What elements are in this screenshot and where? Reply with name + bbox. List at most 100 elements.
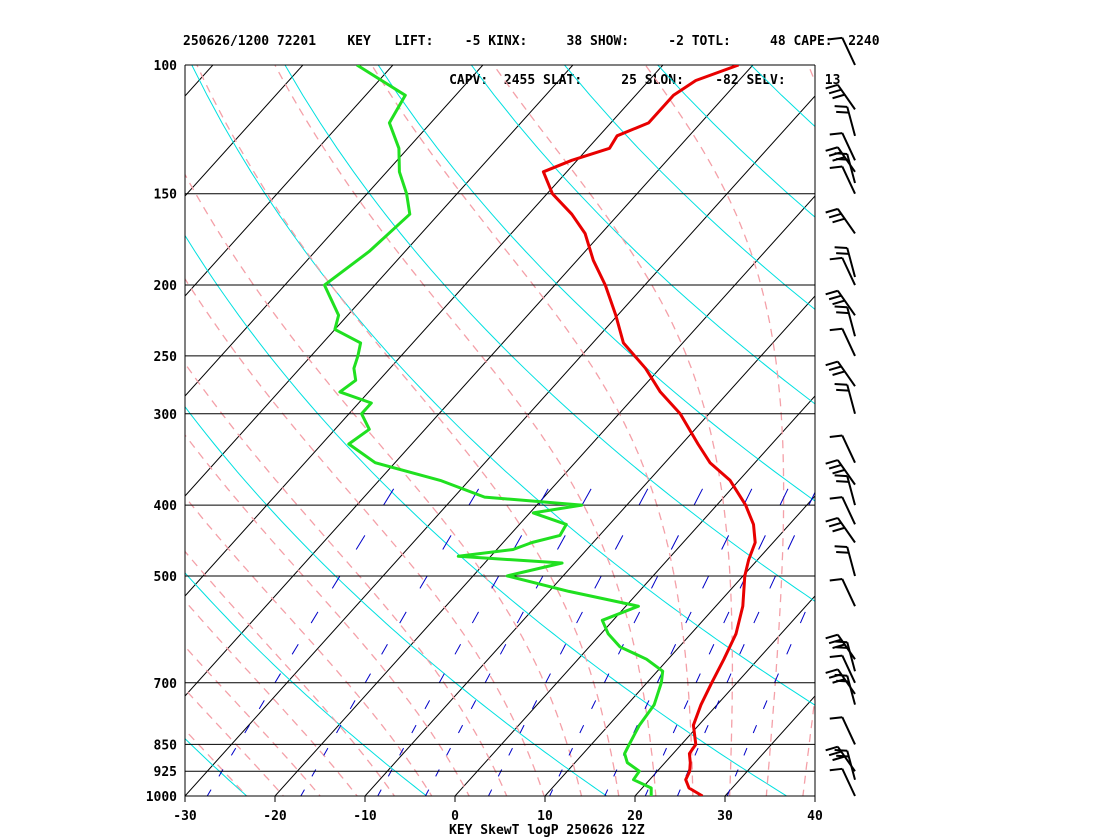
wind-barb-feather [832, 526, 845, 533]
mixing-ratio-dash [484, 673, 491, 684]
isotherm-line [274, 195, 815, 796]
pressure-tick-label: 250 [154, 350, 178, 365]
wind-barb-feather [828, 521, 842, 528]
wind-barb-staff [846, 546, 856, 577]
wind-barbs [825, 36, 856, 797]
wind-barb-staff [836, 208, 856, 235]
mixing-ratio-dash [508, 747, 513, 756]
mixing-ratio-dash [381, 643, 388, 655]
wind-barb-feather [825, 289, 839, 296]
mixing-ratio-dash [458, 724, 464, 734]
mixing-ratio-dash [468, 488, 480, 506]
mixing-ratio-dash [535, 575, 544, 589]
dry-adiabat [191, 65, 815, 706]
mixing-ratio-dash [513, 535, 523, 550]
wind-barb [834, 105, 856, 137]
pressure-tick-label: 100 [154, 59, 178, 74]
wind-barb-feather [828, 638, 842, 645]
wind-barb-feather [834, 383, 848, 386]
mixing-ratio-dash [726, 673, 732, 683]
mixing-ratio-dash [559, 644, 567, 655]
wind-barb-feather [828, 88, 842, 95]
mixing-ratio-dash [383, 488, 395, 506]
dry-adiabat [750, 65, 815, 128]
mixing-ratio-dash [799, 611, 806, 624]
wind-barb [829, 578, 856, 607]
mixing-ratio-dash [614, 535, 624, 550]
mixing-ratio-dash [753, 611, 760, 624]
mixing-ratio-dash [581, 488, 592, 506]
mixing-ratio-dash [604, 789, 609, 796]
wind-barb-feather [829, 496, 843, 500]
moist-adiabat [185, 550, 396, 796]
mixing-ratio-dash [558, 769, 563, 777]
wind-barb-staff [841, 578, 856, 607]
isotherm-line [185, 65, 754, 697]
wind-barb-feather [832, 643, 845, 650]
wind-barb-feather [828, 212, 842, 219]
mixing-ratio-dash [762, 700, 768, 710]
header-line-1: 250626/1200 72201 KEY LIFT: -5 KINX: 38 … [183, 34, 880, 49]
mixing-ratio-dash [274, 673, 281, 684]
wind-barb [825, 745, 856, 772]
temperature-tick-label: 40 [807, 809, 823, 824]
mixing-ratio-dash [816, 576, 822, 588]
pressure-tick-label: 500 [154, 570, 178, 585]
mixing-ratio-dash [258, 700, 265, 710]
mixing-ratio-dash [743, 747, 748, 756]
mixing-ratio-dash [734, 769, 739, 777]
wind-barb [834, 246, 856, 278]
isobars [184, 64, 816, 802]
wind-barb [829, 165, 856, 195]
mixing-ratio-dash [470, 700, 477, 710]
pressure-tick-label: 700 [154, 677, 178, 692]
wind-barb-feather [834, 246, 848, 250]
wind-barb [825, 289, 856, 316]
mixing-ratio-dash [714, 700, 720, 710]
wind-barb-feather [829, 654, 843, 659]
wind-barb [829, 434, 856, 464]
mixing-ratio-dash [310, 611, 319, 624]
pressure-tick-label: 925 [154, 765, 177, 780]
wind-barb-feather [832, 299, 845, 306]
mixing-ratio-dash [677, 789, 681, 796]
mixing-ratio-dash [435, 769, 440, 777]
wind-barb [829, 654, 856, 684]
mixing-ratio-dash [721, 535, 730, 550]
isotherm-line [185, 65, 394, 297]
mixing-ratio-dash [545, 673, 551, 683]
mixing-ratio-dash [491, 575, 500, 589]
wind-barb [829, 767, 856, 797]
mixing-ratio-dash [644, 789, 649, 796]
mixing-ratio-dash [594, 575, 602, 589]
mixing-ratio-dash [399, 611, 407, 624]
mixing-ratio-dash [653, 769, 658, 777]
wind-barb-feather [828, 365, 842, 372]
mixing-ratio-dash [779, 488, 789, 506]
isotherm-line [185, 65, 214, 97]
mixing-ratio-dash [758, 535, 766, 550]
isotherm-line [634, 595, 815, 796]
wind-barb-feather [825, 459, 839, 465]
dry-adiabat [563, 65, 815, 310]
mixing-ratio-dash [739, 644, 745, 655]
mixing-ratio-dash [579, 724, 585, 734]
mixing-ratio-dash [499, 644, 507, 655]
wind-barb [829, 132, 856, 161]
mixing-ratio-dash [438, 673, 445, 684]
mixing-ratio-dash [419, 575, 428, 589]
mixing-ratio-dash [364, 673, 371, 684]
dry-adiabat [185, 737, 248, 796]
mixing-ratio-dash [568, 747, 573, 756]
isotherm-line [454, 395, 815, 796]
wind-barb-feather [832, 217, 845, 224]
mixing-ratio-dash [672, 724, 678, 734]
moist-adiabat [274, 65, 657, 796]
isotherm-line [185, 65, 304, 197]
mixing-ratio-dash [774, 673, 779, 683]
dry-adiabat [809, 32, 1120, 812]
dry-adiabat [185, 234, 788, 796]
mixing-ratio-dash [693, 488, 703, 506]
temperature-tick-label: 10 [537, 809, 553, 824]
pressure-tick-label: 850 [154, 738, 178, 753]
